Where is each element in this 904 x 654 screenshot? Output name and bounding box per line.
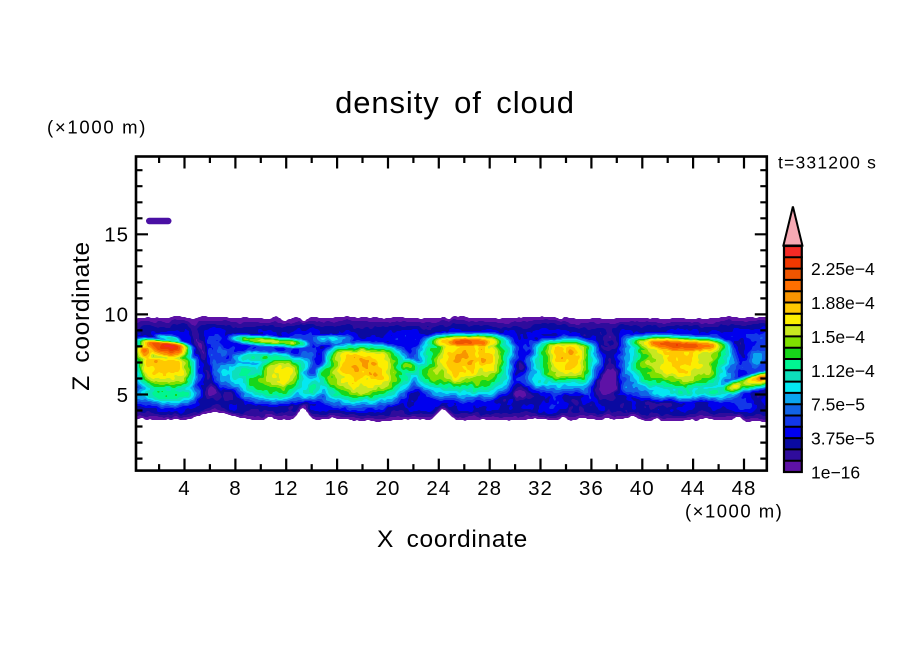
svg-text:t=331200 s: t=331200 s (778, 153, 877, 173)
svg-text:1.12e−4: 1.12e−4 (811, 361, 875, 381)
svg-text:24: 24 (426, 477, 451, 500)
svg-text:48: 48 (732, 477, 757, 500)
svg-text:X coordinate: X coordinate (377, 526, 528, 553)
svg-text:(×1000 m): (×1000 m) (685, 501, 783, 522)
svg-text:44: 44 (681, 477, 706, 500)
svg-text:density of cloud: density of cloud (335, 85, 575, 120)
svg-text:7.5e−5: 7.5e−5 (811, 395, 865, 415)
svg-text:8: 8 (229, 477, 241, 500)
svg-text:Z coordinate: Z coordinate (68, 241, 95, 391)
svg-text:1.5e−4: 1.5e−4 (811, 327, 865, 347)
svg-text:28: 28 (477, 477, 502, 500)
svg-text:2.25e−4: 2.25e−4 (811, 259, 875, 279)
svg-text:40: 40 (630, 477, 655, 500)
svg-text:10: 10 (104, 304, 129, 327)
svg-text:36: 36 (579, 477, 604, 500)
svg-text:32: 32 (528, 477, 553, 500)
svg-text:3.75e−5: 3.75e−5 (811, 428, 875, 448)
svg-text:(×1000 m): (×1000 m) (47, 117, 147, 138)
svg-text:16: 16 (325, 477, 350, 500)
svg-text:15: 15 (104, 224, 129, 247)
svg-text:20: 20 (376, 477, 401, 500)
svg-text:12: 12 (274, 477, 299, 500)
svg-text:1e−16: 1e−16 (811, 462, 860, 482)
svg-text:5: 5 (117, 384, 129, 407)
svg-text:4: 4 (178, 477, 190, 500)
svg-text:1.88e−4: 1.88e−4 (811, 293, 875, 313)
